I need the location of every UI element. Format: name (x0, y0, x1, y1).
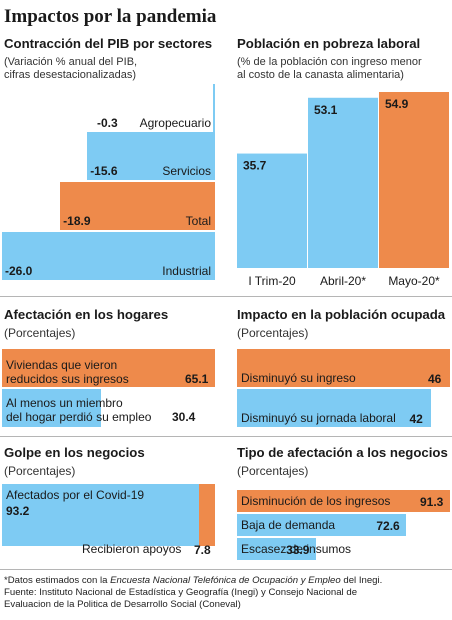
negocios-bar-recibieron-apoyos (198, 484, 215, 546)
tipo-panel-title: Tipo de afectación a los negocios (237, 445, 448, 460)
footnote: *Datos estimados con la Encuesta Naciona… (4, 575, 450, 611)
tipo-value-label: 33.9 (286, 543, 310, 557)
footnote-text-a: *Datos estimados con la (4, 575, 111, 586)
pib-value-label: -26.0 (5, 264, 33, 278)
pobreza-category-label: Abril-20* (320, 274, 366, 288)
pobreza-chart: 35.7 I Trim-20 53.1 Abril-20* 54.9 Mayo-20* (237, 92, 449, 288)
ocupada-value-label: 42 (409, 412, 423, 426)
divider-bottom (0, 569, 452, 570)
negocios-value-label: 7.8 (194, 543, 211, 557)
tipo-category-label: Baja de demanda (241, 518, 336, 532)
footnote-line-2: Fuente: Instituto Nacional de Estadístic… (4, 587, 358, 598)
hogares-value-label: 30.4 (172, 410, 196, 424)
pib-bar-total (60, 182, 215, 230)
ocupada-bar-disminuyo-su-ingreso (237, 349, 450, 387)
ocupada-chart: Disminuyó su ingreso 46 Disminuyó su jorna… (235, 347, 450, 429)
negocios-chart: Afectados por el Covid-19 93.2 Recibieron … (0, 480, 230, 562)
pib-category-label: Servicios (162, 164, 211, 178)
pobreza-subtitle-line-2: al costo de la canasta alimentaria) (237, 69, 404, 81)
ocupada-category-label: Disminuyó su jornada laboral (241, 411, 396, 425)
pobreza-bar-mayo-20 (379, 92, 449, 268)
pobreza-panel-subtitle: (% de la población con ingreso menor al … (237, 56, 422, 82)
negocios-category-label: Recibieron apoyos (82, 542, 182, 556)
pobreza-value-label: 35.7 (243, 159, 267, 173)
pib-category-label: Industrial (162, 264, 211, 278)
tipo-value-label: 72.6 (376, 519, 400, 533)
tipo-chart: Disminución de los ingresos 91.3 Baja de d… (235, 488, 450, 560)
pib-bar-industrial (2, 232, 215, 280)
pib-value-label: -18.9 (63, 214, 91, 228)
hogares-category-line: Viviendas que vieron (6, 358, 118, 372)
pib-value-label: -15.6 (90, 164, 118, 178)
pobreza-value-label: 53.1 (314, 103, 338, 117)
footnote-survey-name: Encuesta Nacional Telefónica de Ocupació… (110, 575, 341, 586)
pobreza-value-label: 54.9 (385, 97, 409, 111)
ocupada-category-label: Disminuyó su ingreso (241, 371, 356, 385)
pib-subtitle-line-1: (Variación % anual del PIB, (4, 56, 138, 68)
pib-category-label: Total (185, 214, 211, 228)
tipo-category-label: Disminución de los ingresos (241, 494, 391, 508)
hogares-category-line: reducidos sus ingresos (6, 371, 129, 386)
ocupada-panel-subtitle: (Porcentajes) (237, 326, 309, 340)
tipo-value-label: 91.3 (420, 495, 444, 509)
pobreza-subtitle-line-1: (% de la población con ingreso menor (237, 56, 422, 68)
hogares-bar-viviendas-que-vieron-reducidos-sus-ingresos (2, 349, 215, 387)
hogares-category-label: Viviendas que vieron reducidos sus ingres… (6, 358, 129, 386)
negocios-panel-subtitle: (Porcentajes) (4, 464, 76, 478)
divider-middle (0, 436, 452, 437)
hogares-chart: Viviendas que vieron reducidos sus ingres… (0, 347, 230, 429)
hogares-category-line: del hogar perdió su empleo (6, 409, 152, 424)
pib-value-label: -0.3 (97, 116, 118, 130)
page-title: Impactos por la pandemia (4, 6, 217, 27)
tipo-category-label: Escasez de insumos (241, 542, 352, 556)
ocupada-bar-disminuyo-su-jornada-laboral (237, 389, 432, 427)
footnote-line-3: Evaluacion de la Politica de Desarrollo … (4, 599, 241, 610)
hogares-panel-title: Afectación en los hogares (4, 307, 169, 322)
pib-bar-agropecuario (212, 84, 215, 132)
hogares-category-line: Al menos un miembro (6, 396, 123, 410)
tipo-panel-subtitle: (Porcentajes) (237, 464, 309, 478)
divider-top (0, 296, 452, 297)
hogares-value-label: 65.1 (185, 372, 209, 386)
tipo-bar-baja-de-demanda (237, 514, 407, 536)
ocupada-value-label: 46 (428, 372, 442, 386)
pib-category-label: Agropecuario (139, 116, 211, 130)
pib-chart: Agropecuario -0.3 Servicios -15.6 Total -18.9… (0, 80, 230, 290)
negocios-value-label: 93.2 (6, 504, 30, 518)
hogares-category-label: Al menos un miembro del hogar perdió su e… (6, 396, 152, 424)
pib-subtitle-line-2: cifras desestacionalizadas) (4, 69, 137, 81)
hogares-panel-subtitle: (Porcentajes) (4, 326, 76, 340)
pib-panel-subtitle: (Variación % anual del PIB, cifras deses… (4, 56, 137, 82)
tipo-bar-escasez-de-insumos (237, 538, 317, 560)
pobreza-category-label: Mayo-20* (388, 274, 440, 288)
pib-bar-servicios (87, 132, 215, 180)
footnote-text-b: del Inegi. (340, 575, 383, 586)
tipo-bar-disminucion-de-los-ingresos (237, 490, 450, 512)
footnote-line-1: *Datos estimados con la Encuesta Naciona… (4, 575, 450, 587)
pib-panel-title: Contracción del PIB por sectores (4, 36, 213, 51)
ocupada-panel-title: Impacto en la población ocupada (237, 307, 446, 322)
negocios-panel-title: Golpe en los negocios (4, 445, 145, 460)
pobreza-category-label: I Trim-20 (248, 274, 296, 288)
pobreza-panel-title: Población en pobreza laboral (237, 36, 421, 51)
pobreza-bar-abril-20 (308, 97, 378, 268)
pobreza-bar-i-trim-20 (237, 153, 307, 268)
negocios-category-label: Afectados por el Covid-19 (6, 488, 145, 502)
negocios-bar-afectados-por-el-covid-19 (2, 484, 199, 546)
hogares-bar-al-menos-un-miembro-del-hogar-perdio-su-empleo (2, 389, 102, 427)
